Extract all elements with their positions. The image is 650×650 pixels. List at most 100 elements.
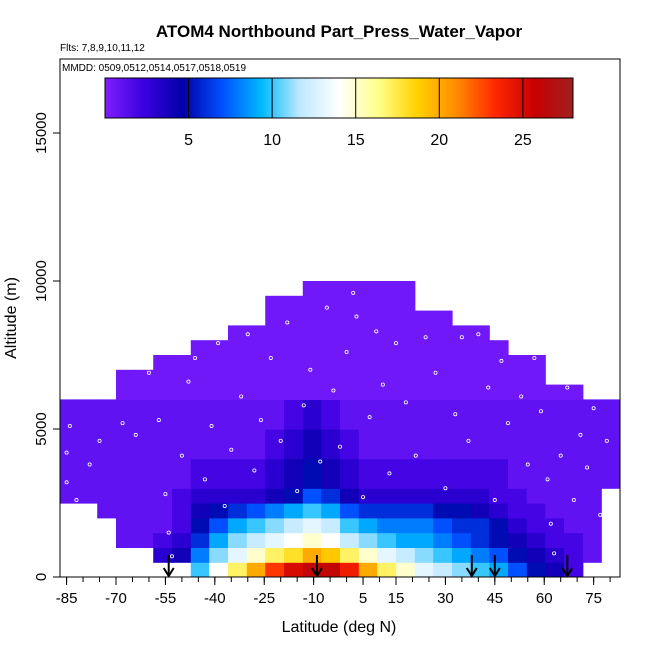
sample-point [209, 424, 214, 429]
x-tick-label: 15 [388, 590, 405, 607]
y-tick-label: 10000 [33, 260, 50, 302]
heatmap-cell [116, 369, 136, 400]
heatmap-cell [97, 488, 117, 504]
colorbar-ticks: 5 10 15 20 25 [184, 78, 532, 149]
sample-point [361, 495, 366, 500]
heatmap-cell [134, 503, 154, 519]
heatmap-cell [526, 547, 546, 563]
heatmap-cell [209, 547, 229, 563]
heatmap-cell [321, 503, 341, 519]
heatmap-cell [358, 517, 378, 534]
sample-point [433, 370, 438, 375]
colorbar-tick-label: 10 [263, 132, 281, 149]
flight-arrow [465, 555, 478, 578]
heatmap-cell [452, 547, 472, 563]
heatmap-cell [116, 458, 136, 489]
heatmap-cell [78, 488, 98, 504]
heatmap-cell [190, 503, 210, 519]
heatmap-cell [564, 517, 584, 534]
heatmap-cell [265, 562, 285, 577]
heatmap-cell [433, 562, 453, 577]
sample-point [578, 432, 583, 437]
x-tick-label: 45 [486, 590, 503, 607]
heatmap-cell [246, 458, 266, 489]
sample-point [598, 512, 603, 517]
heatmap-cell [265, 532, 285, 548]
heatmap-cell [526, 503, 546, 519]
heatmap-cell [190, 429, 210, 460]
sample-point [186, 379, 191, 384]
heatmap-cell [153, 429, 173, 460]
heatmap-cell [433, 399, 453, 430]
sample-point [604, 438, 609, 443]
sample-point [374, 329, 379, 334]
heatmap-cell [564, 532, 584, 548]
heatmap-cell [321, 488, 341, 504]
heatmap-cell [190, 532, 210, 548]
sample-point [387, 471, 392, 476]
heatmap-cell [396, 281, 416, 400]
heatmap-cell [508, 429, 528, 460]
heatmap-cell [452, 532, 472, 548]
sample-point [380, 382, 385, 387]
sample-point [295, 489, 300, 494]
heatmap-cell [97, 399, 117, 430]
heatmap-cell [545, 429, 565, 460]
sample-point [393, 341, 398, 346]
sample-point [107, 388, 112, 393]
dates-note: MMDD: 0509,0512,0514,0517,0518,0519 [62, 63, 246, 74]
heatmap-cell [396, 399, 416, 430]
heatmap-cells [60, 281, 620, 577]
sample-point [239, 394, 244, 399]
heatmap-cell [508, 458, 528, 489]
sample-point [492, 498, 497, 503]
heatmap-cell [153, 517, 173, 534]
sample-point [453, 412, 458, 417]
heatmap-cell [209, 532, 229, 548]
heatmap-cell [246, 547, 266, 563]
heatmap-cell [284, 503, 304, 519]
heatmap-cell [153, 458, 173, 489]
heatmap-cell [190, 458, 210, 489]
heatmap-cell [414, 547, 434, 563]
heatmap-cell [508, 399, 528, 430]
heatmap-cell [358, 547, 378, 563]
sample-point [222, 503, 227, 508]
heatmap-cell [302, 532, 322, 548]
heatmap-cell [358, 281, 378, 400]
heatmap-cell [116, 488, 136, 504]
plot-frame [59, 58, 621, 578]
heatmap-cell [414, 517, 434, 534]
heatmap-cell [172, 517, 192, 534]
heatmap-cell [321, 547, 341, 563]
heatmap-cell [78, 429, 98, 460]
heatmap-cell [489, 547, 509, 563]
x-tick-label: 75 [585, 590, 602, 607]
heatmap-cell [321, 281, 341, 400]
heatmap-cell [321, 429, 341, 460]
heatmap-cell [228, 517, 248, 534]
sample-point [571, 498, 576, 503]
heatmap-cell [134, 369, 154, 400]
heatmap-cell [340, 532, 360, 548]
heatmap-cell [134, 488, 154, 504]
heatmap-cell [526, 429, 546, 460]
sample-point [552, 551, 557, 556]
heatmap-cell [452, 325, 472, 400]
heatmap-cell [302, 547, 322, 563]
heatmap-cell [564, 488, 584, 504]
heatmap-cell [265, 517, 285, 534]
heatmap-cell [396, 562, 416, 577]
heatmap-cell [377, 488, 397, 504]
heatmap-cell [433, 547, 453, 563]
heatmap-cell [452, 517, 472, 534]
flight-arrow [561, 555, 574, 578]
heatmap-cell [433, 310, 453, 400]
sample-point [229, 447, 234, 452]
heatmap-cell [134, 532, 154, 548]
sample-point [519, 394, 524, 399]
heatmap-cell [153, 399, 173, 430]
heatmap-cell [564, 429, 584, 460]
sample-point [133, 432, 138, 437]
heatmap-cell [228, 399, 248, 430]
